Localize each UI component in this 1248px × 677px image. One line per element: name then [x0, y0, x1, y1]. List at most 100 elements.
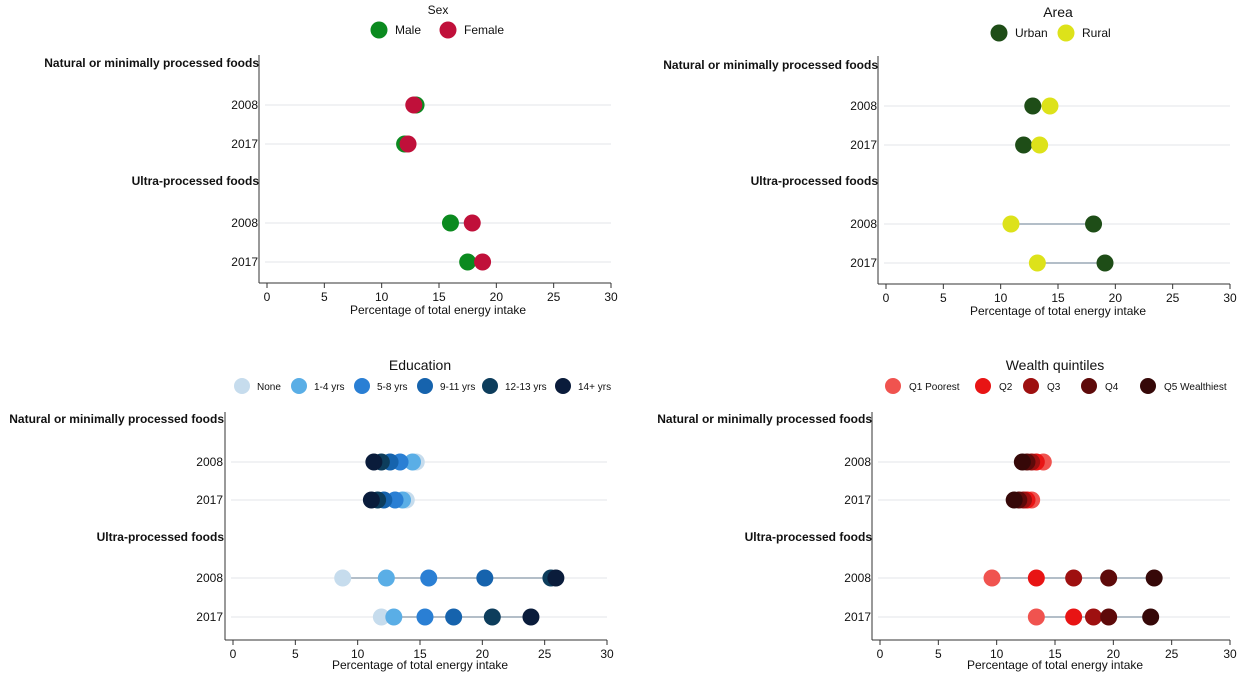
legend-label: Q5 Wealthiest [1164, 382, 1227, 393]
x-axis-label: Percentage of total energy intake [350, 303, 526, 317]
x-tick-label: 0 [264, 290, 271, 304]
year-label: 2017 [231, 255, 258, 269]
legend-label: 9-11 yrs [440, 382, 475, 393]
year-label: 2008 [231, 216, 258, 230]
panel-area: Area Urban Rural Natural or minimally proce… [663, 4, 1237, 318]
x-tick-label: 10 [994, 291, 1008, 305]
chart-title: Education [389, 357, 451, 373]
legend-label: Q3 [1047, 382, 1061, 393]
chart-title: Wealth quintiles [1006, 357, 1105, 373]
category-label: Ultra-processed foods [751, 174, 879, 188]
data-point [377, 569, 395, 587]
year-label: 2008 [196, 571, 223, 585]
x-tick-label: 15 [432, 290, 446, 304]
x-axis-label: Percentage of total energy intake [967, 658, 1143, 672]
x-tick-label: 30 [1223, 647, 1237, 661]
year-label: 2008 [196, 455, 223, 469]
data-point [1065, 569, 1083, 587]
legend-marker [439, 21, 457, 39]
data-point [1005, 491, 1023, 509]
data-point [1028, 254, 1046, 272]
category-label: Natural or minimally processed foods [44, 56, 259, 70]
data-point [1100, 569, 1118, 587]
x-tick-label: 5 [940, 291, 947, 305]
data-point [1100, 608, 1118, 626]
data-point [1024, 97, 1042, 115]
legend-marker [1081, 378, 1097, 394]
x-tick-label: 25 [547, 290, 561, 304]
x-tick-label: 15 [1051, 291, 1065, 305]
legend-marker [555, 378, 571, 394]
year-label: 2017 [844, 610, 871, 624]
data-point [385, 608, 403, 626]
legend-marker [370, 21, 388, 39]
data-point [399, 135, 417, 153]
data-point [1031, 136, 1049, 154]
data-point [459, 253, 477, 271]
legend-marker [990, 24, 1008, 42]
x-tick-label: 5 [321, 290, 328, 304]
legend-marker [1023, 378, 1039, 394]
legend-label: Female [464, 23, 504, 37]
x-tick-label: 30 [1223, 291, 1237, 305]
data-point [1027, 608, 1045, 626]
legend-marker [1140, 378, 1156, 394]
data-point [522, 608, 540, 626]
data-point [445, 608, 463, 626]
x-tick-label: 10 [990, 647, 1004, 661]
chart-title: Sex [428, 3, 449, 17]
data-point [416, 608, 434, 626]
x-tick-label: 15 [1048, 647, 1062, 661]
legend-label: Q1 Poorest [909, 382, 960, 393]
data-point [362, 491, 380, 509]
data-point [372, 608, 390, 626]
data-point [983, 569, 1001, 587]
x-tick-label: 20 [1107, 647, 1121, 661]
category-label: Natural or minimally processed foods [663, 58, 878, 72]
year-label: 2017 [850, 138, 877, 152]
legend-label: Rural [1082, 26, 1111, 40]
x-tick-label: 5 [935, 647, 942, 661]
legend-label: 1-4 yrs [314, 382, 345, 393]
data-point [420, 569, 438, 587]
legend-label: Male [395, 23, 421, 37]
legend-marker [354, 378, 370, 394]
year-label: 2008 [844, 455, 871, 469]
legend-marker [291, 378, 307, 394]
category-label: Natural or minimally processed foods [657, 412, 872, 426]
x-tick-label: 0 [877, 647, 884, 661]
data-point [1027, 569, 1045, 587]
x-tick-label: 25 [1165, 647, 1179, 661]
x-tick-label: 30 [604, 290, 618, 304]
x-tick-label: 10 [351, 647, 365, 661]
year-label: 2008 [850, 99, 877, 113]
data-point [1096, 254, 1114, 272]
panel-education: Education None 1-4 yrs 5-8 yrs 9-11 yrs 12-13… [9, 357, 614, 672]
legend-label: Urban [1015, 26, 1048, 40]
year-label: 2017 [231, 137, 258, 151]
data-point [476, 569, 494, 587]
data-point [441, 214, 459, 232]
data-point [405, 96, 423, 114]
data-point [483, 608, 501, 626]
x-axis-label: Percentage of total energy intake [970, 304, 1146, 318]
legend-marker [885, 378, 901, 394]
x-tick-label: 0 [883, 291, 890, 305]
year-label: 2008 [231, 98, 258, 112]
year-label: 2008 [844, 571, 871, 585]
legend-marker [417, 378, 433, 394]
data-point [1065, 608, 1083, 626]
year-label: 2017 [844, 493, 871, 507]
category-label: Natural or minimally processed foods [9, 412, 224, 426]
x-tick-label: 0 [230, 647, 237, 661]
x-tick-label: 25 [538, 647, 552, 661]
x-tick-label: 20 [490, 290, 504, 304]
data-point [334, 569, 352, 587]
legend-label: 14+ yrs [578, 382, 611, 393]
data-point [1013, 453, 1031, 471]
x-tick-label: 15 [413, 647, 427, 661]
year-label: 2017 [196, 610, 223, 624]
legend-marker [482, 378, 498, 394]
data-point [1085, 608, 1102, 626]
